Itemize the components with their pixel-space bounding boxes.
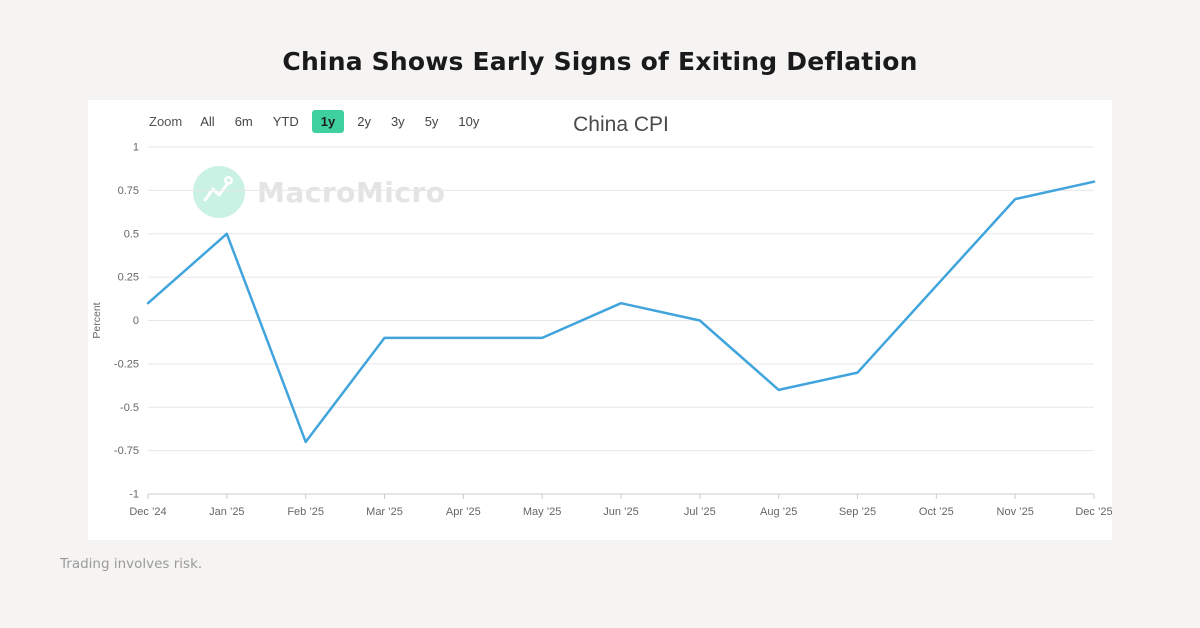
x-tick-label: Jan ’25: [209, 506, 244, 518]
y-tick-label: 0.5: [124, 228, 139, 240]
y-tick-label: 0.25: [118, 272, 139, 284]
cpi-line-chart[interactable]: 1 0.75 0.5 0.25 0 -0.25 -0.5 -0.75 -1 Dec ’24 Jan …: [88, 100, 1112, 540]
macromicro-watermark: MacroMicro: [193, 166, 446, 218]
range-button-1y[interactable]: 1y: [311, 109, 345, 133]
x-tick-label: May ’25: [523, 506, 562, 518]
x-tick-label: Jul ’25: [684, 506, 716, 518]
range-button-3y[interactable]: 3y: [384, 110, 412, 133]
chart-card: Zoom All 6m YTD 1y 2y 3y 5y 10y China CPI Macro…: [88, 100, 1112, 540]
range-button-2y[interactable]: 2y: [350, 110, 378, 133]
chart-title: China CPI: [573, 113, 669, 136]
x-tick-label: Aug ’25: [760, 506, 797, 518]
disclaimer-text: Trading involves risk.: [60, 556, 203, 572]
y-tick-label: -1: [129, 489, 139, 501]
cpi-series-line[interactable]: [146, 180, 1096, 444]
macromicro-logo-icon: [193, 166, 245, 218]
range-button-ytd[interactable]: YTD: [266, 110, 306, 133]
x-tick-label: Sep ’25: [839, 506, 876, 518]
y-tick-label: 0: [133, 315, 139, 327]
range-toolbar: Zoom All 6m YTD 1y 2y 3y 5y 10y: [144, 107, 486, 135]
y-tick-label: 0.75: [118, 185, 139, 197]
y-tick-label: 1: [133, 142, 139, 154]
zoom-label: Zoom: [149, 113, 183, 129]
x-tick-label: Dec ’25: [1075, 506, 1112, 518]
range-button-6m[interactable]: 6m: [228, 110, 260, 133]
x-tick-label: Jun ’25: [603, 506, 638, 518]
x-tick-label: Oct ’25: [919, 506, 954, 518]
y-tick-label: -0.75: [114, 445, 139, 457]
x-tick-label: Dec ’24: [129, 506, 166, 518]
range-button-10y[interactable]: 10y: [451, 110, 486, 133]
y-tick-label: -0.25: [114, 358, 139, 370]
page-title: China Shows Early Signs of Exiting Defla…: [282, 47, 918, 76]
x-tick-label: Feb ’25: [287, 506, 324, 518]
x-tick-label: Mar ’25: [366, 506, 403, 518]
watermark-text: MacroMicro: [257, 175, 446, 209]
range-button-all[interactable]: All: [193, 110, 221, 133]
range-button-5y[interactable]: 5y: [418, 110, 446, 133]
x-tick-label: Nov ’25: [997, 506, 1034, 518]
y-axis-title: Percent: [91, 302, 103, 338]
range-buttons-group: All 6m YTD 1y 2y 3y 5y 10y: [193, 109, 486, 133]
x-tick-label: Apr ’25: [446, 506, 481, 518]
y-tick-label: -0.5: [120, 402, 139, 414]
